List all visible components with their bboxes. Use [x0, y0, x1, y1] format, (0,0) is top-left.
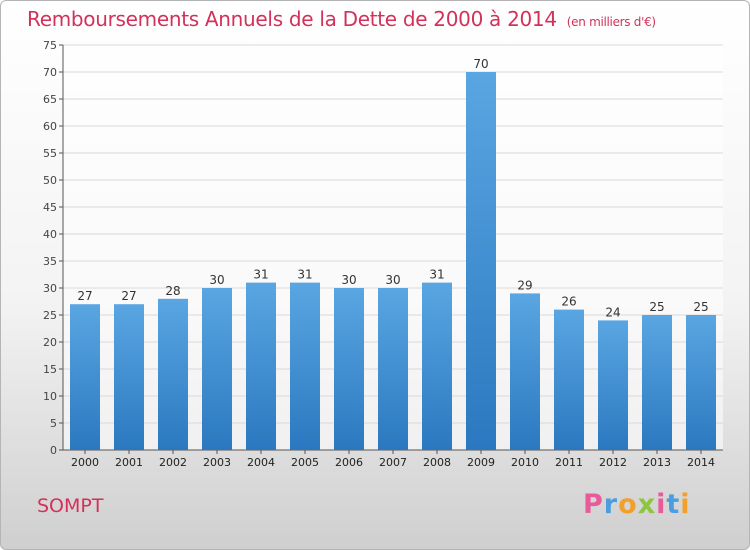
- logo-letter: o: [618, 489, 638, 520]
- commune-name: SOMPT: [37, 495, 104, 517]
- bar: [554, 309, 584, 450]
- x-tick-label: 2006: [335, 456, 363, 469]
- logo-letter: r: [603, 489, 619, 520]
- x-tick-label: 2009: [467, 456, 495, 469]
- bar: [290, 282, 320, 450]
- x-tick-label: 2012: [599, 456, 627, 469]
- bar: [114, 304, 144, 450]
- bar: [422, 282, 452, 450]
- data-label: 29: [517, 278, 532, 292]
- y-tick-label: 75: [43, 39, 57, 52]
- bar: [246, 282, 276, 450]
- bar: [510, 293, 540, 450]
- y-tick-label: 10: [43, 390, 57, 403]
- y-tick-label: 65: [43, 93, 57, 106]
- logo-letter: t: [666, 489, 681, 520]
- bar: [466, 72, 496, 450]
- chart-title: Remboursements Annuels de la Dette de 20…: [27, 7, 656, 31]
- x-tick-label: 2014: [687, 456, 715, 469]
- data-label: 70: [473, 57, 488, 71]
- data-label: 31: [253, 268, 268, 282]
- proxiti-logo[interactable]: Proxiti: [583, 489, 691, 520]
- y-tick-label: 70: [43, 66, 57, 79]
- logo-letter: i: [680, 489, 691, 520]
- data-label: 26: [561, 295, 576, 309]
- y-tick-label: 50: [43, 174, 57, 187]
- y-tick-label: 55: [43, 147, 57, 160]
- bar: [70, 304, 100, 450]
- data-label: 30: [385, 273, 400, 287]
- bar: [378, 288, 408, 450]
- x-tick-label: 2000: [71, 456, 99, 469]
- unit-label: (en milliers d'€): [566, 15, 656, 29]
- data-label: 25: [649, 300, 664, 314]
- y-tick-label: 60: [43, 120, 57, 133]
- y-tick-label: 15: [43, 363, 57, 376]
- x-tick-label: 2004: [247, 456, 275, 469]
- data-label: 27: [121, 289, 136, 303]
- data-label: 31: [429, 268, 444, 282]
- data-label: 30: [209, 273, 224, 287]
- y-tick-label: 5: [50, 417, 57, 430]
- bar: [334, 288, 364, 450]
- data-label: 27: [77, 289, 92, 303]
- data-label: 24: [605, 305, 620, 319]
- x-tick-label: 2002: [159, 456, 187, 469]
- y-tick-label: 35: [43, 255, 57, 268]
- y-tick-label: 0: [50, 444, 57, 457]
- x-tick-label: 2008: [423, 456, 451, 469]
- bar: [158, 298, 188, 450]
- y-tick-label: 40: [43, 228, 57, 241]
- y-tick-label: 20: [43, 336, 57, 349]
- logo-letter: P: [583, 489, 604, 520]
- bar: [202, 288, 232, 450]
- x-tick-label: 2011: [555, 456, 583, 469]
- data-label: 30: [341, 273, 356, 287]
- y-tick-label: 30: [43, 282, 57, 295]
- bar: [686, 315, 716, 450]
- bar: [642, 315, 672, 450]
- data-label: 31: [297, 268, 312, 282]
- logo-letter: i: [656, 489, 667, 520]
- x-tick-label: 2010: [511, 456, 539, 469]
- x-tick-label: 2005: [291, 456, 319, 469]
- data-label: 28: [165, 284, 180, 298]
- logo-letter: x: [637, 489, 657, 520]
- x-tick-label: 2001: [115, 456, 143, 469]
- bar: [598, 320, 628, 450]
- y-tick-label: 45: [43, 201, 57, 214]
- data-label: 25: [693, 300, 708, 314]
- y-tick-label: 25: [43, 309, 57, 322]
- x-tick-label: 2003: [203, 456, 231, 469]
- x-tick-label: 2007: [379, 456, 407, 469]
- x-tick-label: 2013: [643, 456, 671, 469]
